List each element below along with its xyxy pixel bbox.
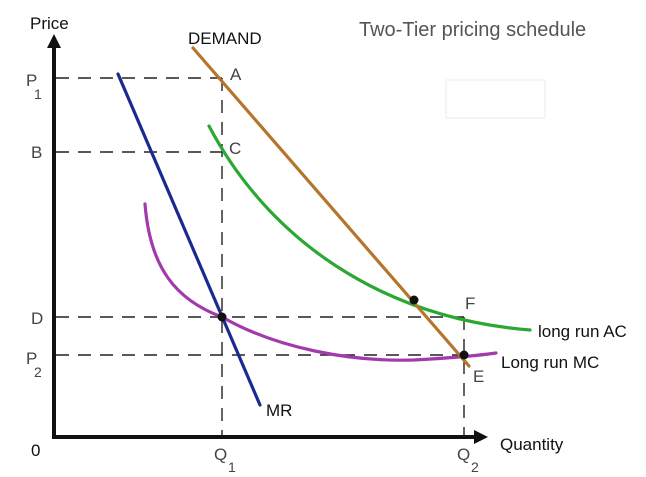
long-run-ac-curve bbox=[207, 124, 532, 332]
price-label-p2-subscript: 2 bbox=[34, 364, 42, 380]
price-label-p2: P bbox=[26, 349, 37, 368]
y-axis-label: Price bbox=[30, 14, 69, 33]
mr-curve-label: MR bbox=[266, 401, 292, 420]
price-label-p1-subscript: 1 bbox=[34, 86, 42, 102]
price-label-p1: P bbox=[26, 71, 37, 90]
y-axis-arrow bbox=[47, 34, 61, 48]
quantity-label-q1-subscript: 1 bbox=[228, 459, 236, 475]
x-axis-arrow bbox=[474, 430, 488, 444]
quantity-label-q2-subscript: 2 bbox=[471, 459, 479, 475]
origin-label: 0 bbox=[31, 441, 40, 460]
price-label-b: B bbox=[31, 143, 42, 162]
empty-box bbox=[445, 79, 546, 119]
point-label-e: E bbox=[473, 367, 484, 386]
demand-curve bbox=[191, 46, 471, 368]
point-label-a: A bbox=[230, 65, 242, 84]
guide-lines bbox=[56, 77, 465, 437]
quantity-label-q2: Q bbox=[457, 445, 470, 464]
long-run-mc-curve bbox=[143, 202, 498, 362]
diagram-title: Two-Tier pricing schedule bbox=[359, 19, 586, 41]
point-label-c: C bbox=[229, 139, 241, 158]
demand-curve-label: DEMAND bbox=[188, 29, 262, 48]
quantity-label-q1: Q bbox=[214, 445, 227, 464]
point-f-intersection bbox=[409, 295, 419, 305]
x-axis-label: Quantity bbox=[500, 435, 564, 454]
mr-curve bbox=[116, 72, 262, 407]
axes bbox=[52, 40, 480, 439]
point-label-f: F bbox=[465, 294, 475, 313]
ac-curve-label: long run AC bbox=[538, 322, 627, 341]
point-d-intersection bbox=[217, 312, 227, 322]
mc-curve-label: Long run MC bbox=[501, 353, 599, 372]
price-label-d: D bbox=[31, 309, 43, 328]
point-e-intersection bbox=[459, 350, 469, 360]
